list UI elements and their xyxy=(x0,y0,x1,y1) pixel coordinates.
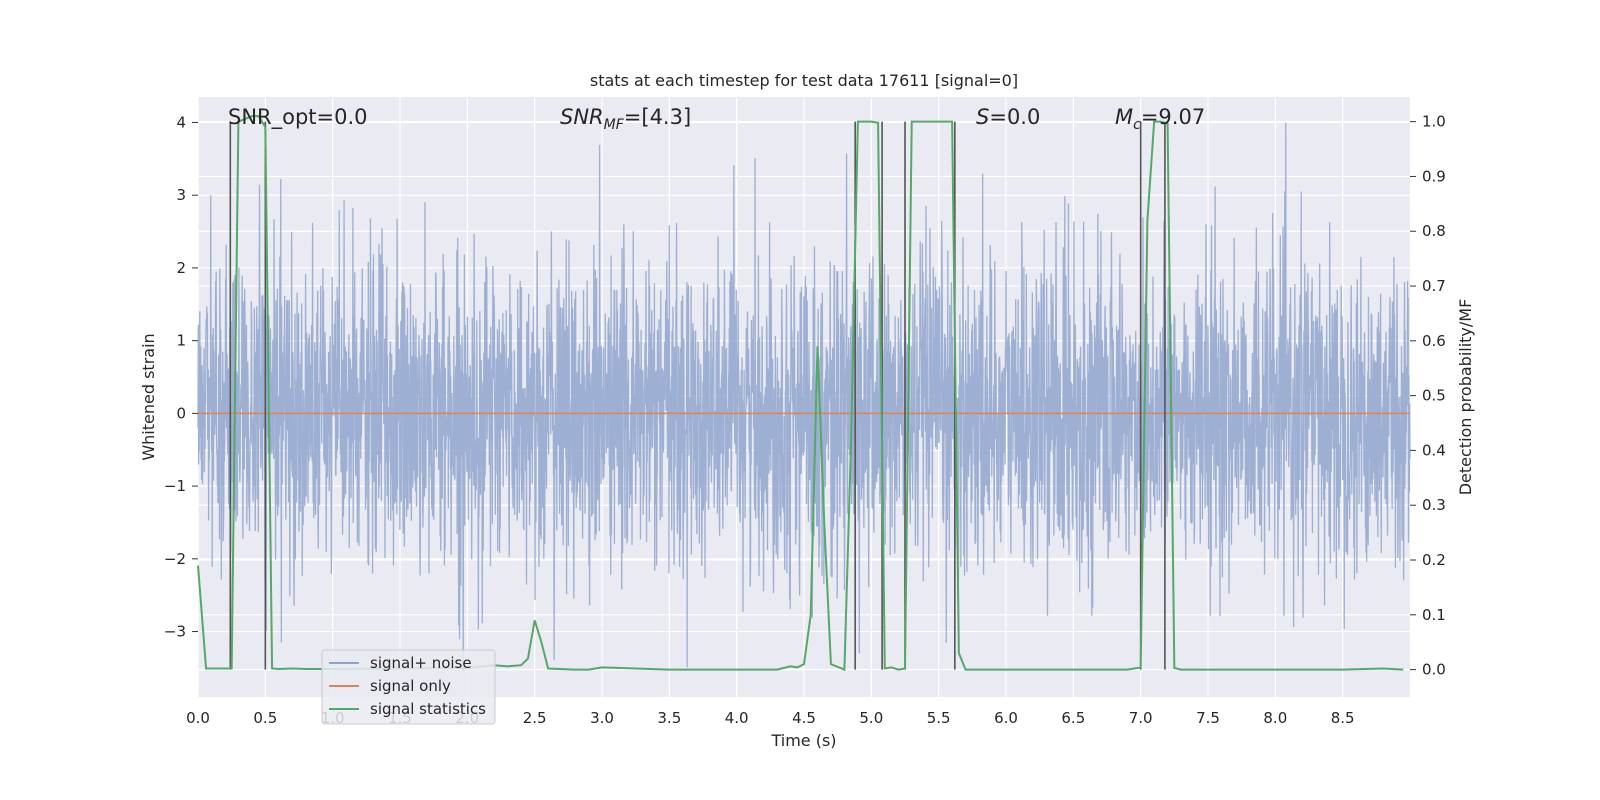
y-right-tick-label: 0.0 xyxy=(1422,661,1446,679)
x-tick-label: 3.0 xyxy=(590,709,614,727)
x-tick-label: 5.0 xyxy=(859,709,883,727)
legend-box xyxy=(321,649,496,725)
y-left-tick-label: 1 xyxy=(176,332,186,350)
y-axis-right-label: Detection probability/MF xyxy=(1456,299,1475,496)
legend-entry-signal: signal only xyxy=(370,677,451,695)
annotation-mc-main: M xyxy=(1115,105,1133,129)
annotation-mc: Mc=9.07 xyxy=(1115,105,1205,133)
annotation-mc-sub: c xyxy=(1133,117,1141,133)
y-left-tick-label: 0 xyxy=(176,404,186,422)
annotation-snr-mf-value: =[4.3] xyxy=(624,105,691,129)
annotation-snr-mf-main: SNR xyxy=(560,105,604,129)
y-axis-left-label: Whitened strain xyxy=(139,333,158,460)
legend-entry-stats: signal statistics xyxy=(370,700,486,718)
x-tick-label: 4.0 xyxy=(725,709,749,727)
x-tick-label: 7.0 xyxy=(1129,709,1153,727)
y-right-tick-label: 0.8 xyxy=(1422,222,1446,240)
legend-entry-noise: signal+ noise xyxy=(370,654,472,672)
legend: signal+ noise signal only signal statist… xyxy=(321,649,496,725)
annotation-snr-mf: SNRMF=[4.3] xyxy=(560,105,691,133)
x-tick-label: 6.0 xyxy=(994,709,1018,727)
annotation-snr-mf-sub: MF xyxy=(604,117,625,133)
y-right-tick-label: 0.2 xyxy=(1422,551,1446,569)
x-tick-label: 8.5 xyxy=(1331,709,1355,727)
annotation-s-main: S xyxy=(976,105,989,129)
x-tick-label: 0.5 xyxy=(253,709,277,727)
x-tick-label: 2.5 xyxy=(523,709,547,727)
annotation-s-value: =0.0 xyxy=(989,105,1040,129)
y-right-tick-label: 0.9 xyxy=(1422,167,1446,185)
x-tick-label: 3.5 xyxy=(657,709,681,727)
annotation-snr-opt: SNR_opt=0.0 xyxy=(228,105,368,130)
y-right-tick-label: 0.3 xyxy=(1422,496,1446,514)
x-tick-label: 0.0 xyxy=(186,709,210,727)
x-axis-label: Time (s) xyxy=(770,731,836,750)
annotation-s: S=0.0 xyxy=(976,105,1040,129)
x-tick-label: 7.5 xyxy=(1196,709,1220,727)
y-left-tick-label: 2 xyxy=(176,259,186,277)
x-tick-label: 6.5 xyxy=(1061,709,1085,727)
x-tick-label: 4.5 xyxy=(792,709,816,727)
annotation-mc-value: =9.07 xyxy=(1141,105,1205,129)
y-left-tick-label: −2 xyxy=(164,550,186,568)
x-tick-label: 5.5 xyxy=(927,709,951,727)
x-tick-label: 8.0 xyxy=(1263,709,1287,727)
y-right-tick-label: 0.4 xyxy=(1422,441,1446,459)
y-left-tick-label: 4 xyxy=(176,113,186,131)
y-left-tick-label: −3 xyxy=(164,623,186,641)
y-right-tick-label: 1.0 xyxy=(1422,113,1446,131)
y-left-tick-label: −1 xyxy=(164,477,186,495)
y-axis-right-ticks: 1.0 0.9 0.8 0.7 0.6 0.5 0.4 0.3 0.2 0.1 0.0 xyxy=(1410,113,1446,679)
series-signal-noise xyxy=(197,122,1411,672)
y-right-tick-label: 0.7 xyxy=(1422,277,1446,295)
y-right-tick-label: 0.5 xyxy=(1422,387,1446,405)
y-right-tick-label: 0.1 xyxy=(1422,606,1446,624)
noise-trace xyxy=(197,122,1411,672)
y-axis-left-ticks: 4 3 2 1 0 −1 −2 −3 xyxy=(164,113,198,641)
y-right-tick-label: 0.6 xyxy=(1422,332,1446,350)
y-left-tick-label: 3 xyxy=(176,186,186,204)
chart-title: stats at each timestep for test data 176… xyxy=(590,71,1018,90)
